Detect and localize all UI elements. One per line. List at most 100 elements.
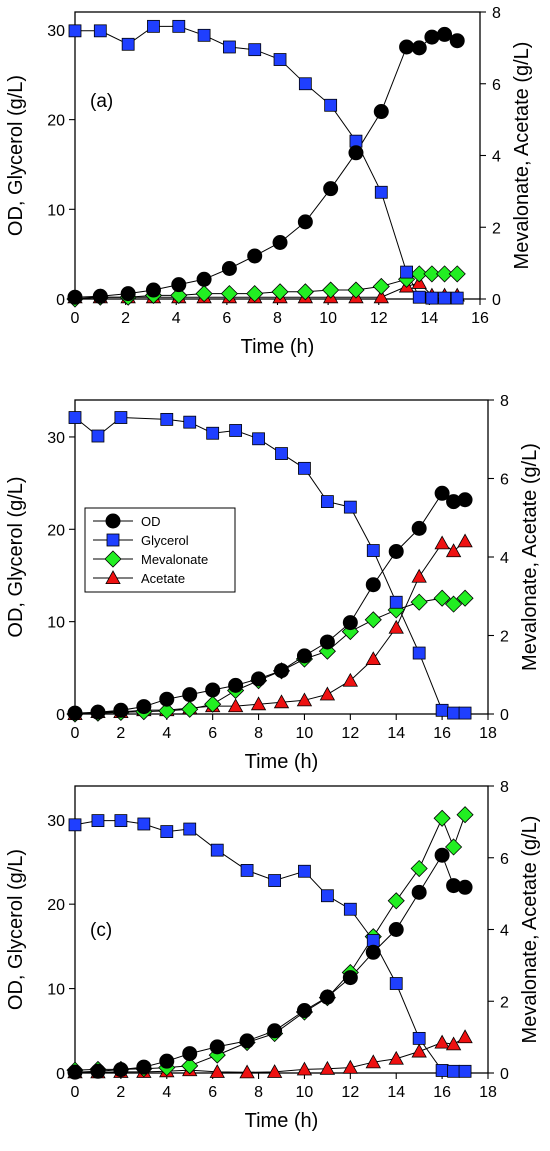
point-od <box>373 104 389 120</box>
x-axis-label: Time (h) <box>245 1110 319 1132</box>
point-od <box>411 884 427 900</box>
y-right-tick-label: 8 <box>500 779 509 796</box>
y-left-tick-label: 10 <box>47 202 65 219</box>
legend-marker-od <box>105 513 121 529</box>
point-acetate <box>319 1060 336 1075</box>
point-acetate <box>434 1034 450 1049</box>
point-acetate <box>239 1064 255 1079</box>
point-od <box>92 288 108 304</box>
legend-label-glycerol: Glycerol <box>141 533 189 548</box>
point-od <box>319 989 335 1005</box>
point-od <box>182 687 198 703</box>
x-tick-label: 6 <box>208 1084 217 1101</box>
x-tick-label: 8 <box>254 725 263 742</box>
point-glycerol <box>240 864 254 877</box>
y-left-tick-label: 20 <box>47 113 65 130</box>
y-right-tick-label: 6 <box>500 472 509 489</box>
point-od <box>434 485 450 501</box>
y-right-tick-label: 2 <box>500 994 509 1011</box>
point-glycerol <box>91 429 105 443</box>
point-glycerol <box>425 291 439 305</box>
point-glycerol <box>412 290 426 304</box>
point-acetate <box>445 543 462 558</box>
x-tick-label: 4 <box>162 725 171 742</box>
x-tick-label: 12 <box>341 725 359 742</box>
x-tick-label: 0 <box>71 310 80 327</box>
point-glycerol <box>223 40 236 54</box>
point-glycerol <box>412 646 426 660</box>
point-glycerol <box>268 874 282 887</box>
x-tick-label: 2 <box>116 1084 125 1101</box>
point-od <box>365 944 381 960</box>
point-od <box>342 615 358 631</box>
y-right-tick-label: 2 <box>492 220 501 237</box>
x-tick-label: 14 <box>387 725 405 742</box>
point-mevalonate <box>364 611 382 629</box>
point-od <box>228 677 244 693</box>
point-od <box>67 1064 83 1080</box>
point-od <box>247 248 263 264</box>
x-tick-label: 0 <box>71 1084 80 1101</box>
y-left-tick-label: 30 <box>47 813 65 830</box>
y-left-tick-label: 30 <box>47 23 65 40</box>
point-acetate <box>266 1064 283 1078</box>
point-acetate <box>342 672 359 687</box>
point-mevalonate <box>158 702 176 720</box>
series-line-mevalonate <box>74 597 466 715</box>
point-od <box>365 577 381 593</box>
point-glycerol <box>114 814 128 828</box>
x-tick-label: 2 <box>116 725 125 742</box>
x-tick-label: 16 <box>433 1084 451 1101</box>
series-lines <box>74 25 458 300</box>
point-mevalonate <box>423 265 441 283</box>
y-right-tick-label: 8 <box>500 393 509 410</box>
series-line-acetate <box>75 1036 466 1073</box>
point-acetate <box>434 535 450 550</box>
point-od <box>221 261 237 277</box>
point-glycerol <box>324 98 338 112</box>
point-od <box>323 181 339 197</box>
point-glycerol <box>252 432 265 446</box>
point-mevalonate <box>410 593 428 611</box>
point-glycerol <box>137 817 151 831</box>
y-left-tick-label: 0 <box>56 292 65 309</box>
point-acetate <box>411 1043 427 1058</box>
point-od <box>319 634 335 650</box>
y-left-tick-label: 20 <box>47 522 65 539</box>
point-od <box>437 26 453 42</box>
y-left-tick-label: 10 <box>47 982 65 999</box>
point-acetate <box>209 1064 225 1078</box>
point-od <box>342 970 358 986</box>
point-glycerol <box>458 1064 472 1078</box>
point-glycerol <box>298 461 311 475</box>
y-right-tick-label: 0 <box>492 292 501 309</box>
point-acetate <box>342 1059 359 1074</box>
x-axis-label: Time (h) <box>245 751 319 773</box>
x-tick-label: 18 <box>479 725 497 742</box>
series-markers <box>66 411 474 723</box>
series-line-od <box>74 33 458 298</box>
point-mevalonate <box>445 595 463 613</box>
point-acetate <box>388 1050 404 1065</box>
point-glycerol <box>68 24 82 38</box>
point-mevalonate <box>410 859 428 878</box>
point-od <box>272 234 288 250</box>
point-glycerol <box>435 703 449 717</box>
x-tick-label: 18 <box>479 1084 497 1101</box>
x-tick-label: 12 <box>370 310 388 327</box>
point-glycerol <box>447 1064 460 1078</box>
point-acetate <box>388 619 404 634</box>
panel-label: (c) <box>90 920 112 941</box>
point-od <box>136 1059 152 1075</box>
point-od <box>274 663 289 679</box>
legend-label-od: OD <box>141 514 161 529</box>
point-od <box>296 648 312 664</box>
legend-marker-acetate <box>105 570 121 584</box>
point-od <box>399 39 415 55</box>
point-acetate <box>227 698 244 713</box>
point-od <box>424 29 440 45</box>
point-od <box>209 1039 225 1055</box>
point-glycerol <box>343 902 357 916</box>
point-acetate <box>411 568 427 583</box>
